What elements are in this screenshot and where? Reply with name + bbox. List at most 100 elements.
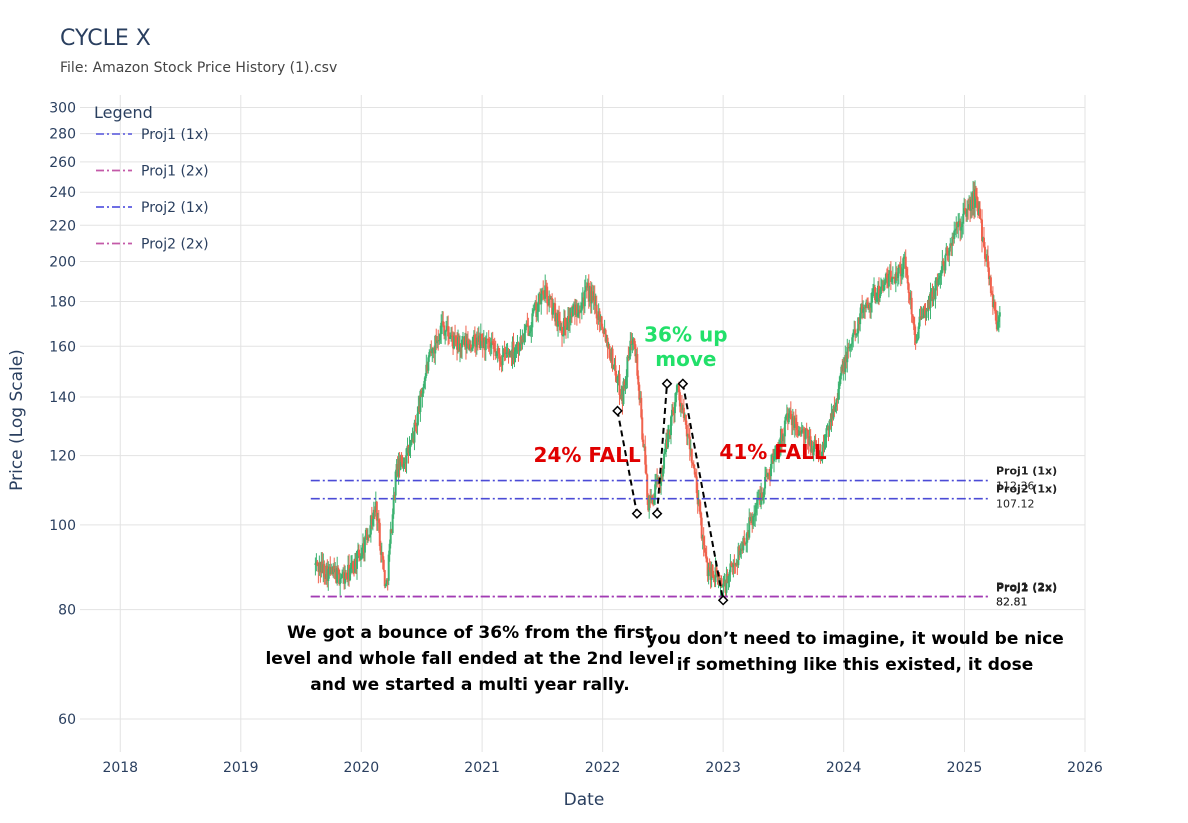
annotation-up-36-line1: 36% up (644, 323, 727, 347)
candle-body (410, 440, 413, 445)
candle-body (499, 361, 502, 365)
candle-body (852, 332, 855, 338)
candle-body (532, 309, 535, 314)
candle-body (394, 471, 397, 496)
candle-body (488, 342, 491, 348)
annotation-leg (616, 410, 638, 514)
candle-body (917, 326, 920, 339)
candle-body (421, 393, 424, 397)
candle-body (872, 291, 875, 293)
candle-body (725, 573, 728, 593)
candle-body (576, 313, 579, 317)
candle-body (389, 529, 392, 544)
candle-body (408, 447, 411, 454)
candle-body (638, 384, 641, 400)
candle-body (685, 424, 688, 437)
candle-body (877, 285, 880, 298)
candle-body (742, 537, 745, 551)
candle-body (372, 509, 375, 519)
candle-body (795, 423, 798, 430)
candle-body (957, 223, 960, 228)
candle-body (629, 340, 632, 357)
candle-body (505, 352, 508, 354)
candle-body (563, 318, 566, 336)
candle-body (797, 434, 800, 436)
candle-body (918, 316, 921, 327)
candle-body (722, 583, 725, 587)
candle-body (523, 332, 526, 343)
candle-body (800, 430, 803, 434)
candle-body (536, 311, 539, 317)
candle-body (993, 301, 996, 311)
candle-body (531, 313, 534, 328)
candle-body (761, 492, 764, 500)
candle-body (923, 307, 926, 310)
annotation-leg (656, 383, 669, 514)
candle-body (941, 260, 944, 273)
candle-body (911, 314, 914, 318)
candle-body (745, 542, 748, 545)
candle-body (451, 335, 454, 337)
candle-body (874, 287, 877, 301)
candle-body (601, 326, 604, 329)
candle-body (997, 316, 1000, 322)
y-tick-label: 80 (58, 603, 76, 619)
candle-body (447, 326, 450, 337)
candle-body (383, 570, 386, 587)
candle-body (545, 285, 548, 287)
x-tick-label: 2018 (102, 760, 138, 776)
candle-body (495, 351, 498, 357)
candle-body (479, 333, 482, 349)
candle-body (859, 313, 862, 325)
candle-body (640, 397, 643, 418)
candle-body (492, 343, 495, 349)
candle-body (879, 286, 882, 295)
candle-body (628, 356, 631, 359)
annotation-fall-41: 41% FALL (719, 440, 826, 464)
y-axis-ticks: 60 80 100 120 140 160 180 200 220 240 260 280 300 (49, 100, 76, 727)
candle-body (554, 303, 557, 322)
candle-body (338, 569, 341, 585)
candle-body (865, 302, 868, 308)
candle-body (896, 273, 899, 278)
candle-body (961, 223, 964, 228)
note-left-line: level and whole fall ended at the 2nd le… (265, 649, 674, 669)
candle-body (691, 462, 694, 465)
candle-body (987, 267, 990, 280)
candlestick-series (314, 180, 1001, 598)
candle-body (579, 310, 582, 313)
candle-body (784, 415, 787, 421)
note-left-line: and we started a multi year rally. (310, 675, 629, 695)
candle-body (642, 439, 645, 447)
candle-body (648, 495, 651, 511)
candle-body (901, 268, 904, 274)
candle-body (739, 550, 742, 556)
candle-body (828, 420, 831, 431)
candle-body (890, 278, 893, 282)
candle-body (838, 384, 841, 390)
candle-body (548, 295, 551, 306)
candle-body (770, 463, 773, 477)
candle-body (664, 452, 667, 454)
annotation-marker (717, 594, 729, 606)
candle-body (646, 474, 649, 498)
candle-body (518, 350, 521, 352)
candle-body (349, 568, 352, 581)
candle-body (754, 512, 757, 516)
candle-body (954, 230, 957, 232)
candle-body (653, 499, 656, 505)
candle-body (339, 578, 342, 585)
candle-body (774, 452, 777, 454)
candle-body (565, 327, 568, 330)
candle-body (636, 354, 639, 376)
candle-body (805, 428, 808, 430)
candle-body (789, 410, 792, 420)
candle-body (887, 273, 890, 287)
candle-body (913, 324, 916, 336)
candle-body (708, 567, 711, 571)
candle-body (837, 389, 840, 401)
candle-body (491, 341, 494, 344)
candle-body (352, 562, 355, 570)
candle-body (384, 584, 387, 587)
candle-body (444, 330, 447, 336)
